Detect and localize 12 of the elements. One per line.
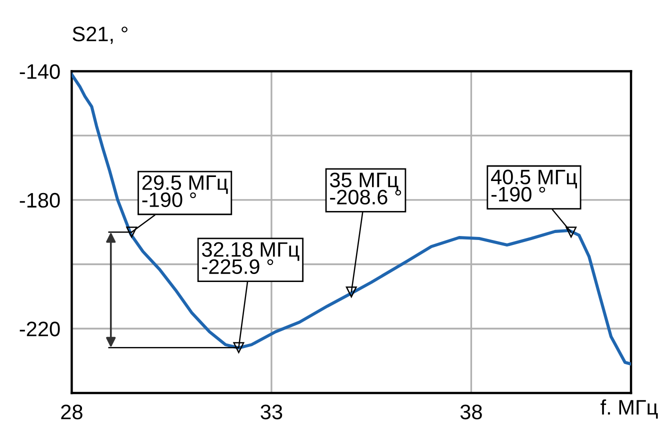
y-axis-title: S21, ° <box>72 26 128 44</box>
y-tick-label: -180 <box>20 192 60 208</box>
x-tick-label: 28 <box>61 404 82 420</box>
annotation: 40.5 МГц -190 ° <box>491 170 577 202</box>
annotation: 32.18 МГц -225.9 ° <box>202 242 300 274</box>
x-tick-label: 38 <box>460 404 482 420</box>
line-series <box>72 72 632 366</box>
x-tick-label: 33 <box>260 404 282 420</box>
y-tick-label: -140 <box>20 64 60 79</box>
x-axis-title: f. МГц <box>600 399 658 419</box>
y-tick-label: -220 <box>20 322 60 336</box>
annotation: 29.5 МГц -190 ° <box>142 175 228 208</box>
